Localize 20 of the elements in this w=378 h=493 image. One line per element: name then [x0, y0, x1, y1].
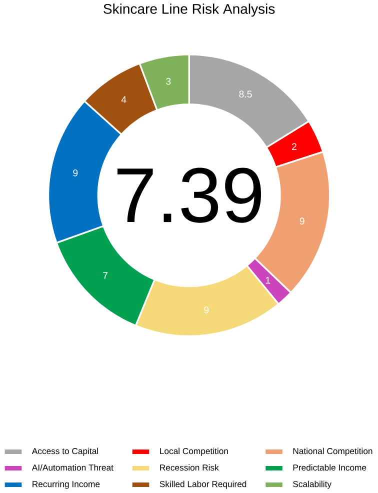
- legend-label: Skilled Labor Required: [160, 480, 246, 489]
- chart-title: Skincare Line Risk Analysis: [104, 4, 275, 17]
- data-label: 9: [300, 218, 304, 225]
- data-label: 7: [103, 272, 108, 279]
- legend-label: Recession Risk: [160, 464, 219, 471]
- legend-label: Local Competition: [160, 448, 228, 456]
- legend-label: National Competition: [293, 448, 372, 456]
- text: 7.39: [117, 168, 261, 223]
- data-label: 2: [292, 143, 296, 150]
- data-label: 4: [121, 96, 126, 103]
- data-label: 9: [73, 169, 78, 176]
- legend-label: Scalability: [292, 480, 332, 489]
- data-label: 8.5: [239, 90, 252, 98]
- legend-label: Access to Capital: [32, 448, 98, 456]
- legend-label: Recurring Income: [32, 480, 100, 489]
- legend-label: AI/Automation Threat: [32, 464, 114, 471]
- data-label: 9: [204, 306, 209, 314]
- legend-label: Predictable Income: [293, 464, 366, 471]
- data-label: 1: [266, 276, 270, 284]
- data-label: 3: [166, 78, 171, 85]
